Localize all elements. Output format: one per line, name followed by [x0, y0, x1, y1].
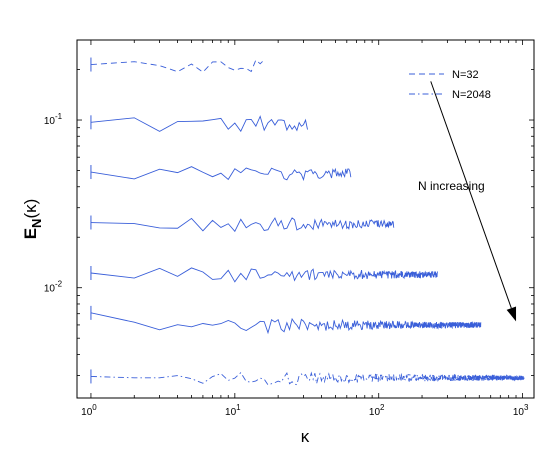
x-tick-label: 100: [81, 403, 97, 418]
legend: N=32 N=2048: [409, 69, 491, 101]
y-axis-label-main: E: [21, 228, 40, 239]
series-line-N512: [90, 267, 438, 283]
x-tick-label: 102: [369, 403, 385, 418]
series-line-N256: [90, 217, 395, 233]
series-layer: [90, 57, 525, 386]
annotation-arrow-head: [506, 306, 517, 322]
annotation-layer: N increasing: [418, 81, 517, 322]
annotation-arrow-shaft: [430, 81, 512, 309]
y-axis-label-sub: N: [29, 219, 44, 228]
series-line-N1024: [90, 312, 482, 335]
y-axis-label: EN(κ): [21, 199, 44, 240]
series-line-N64: [90, 115, 308, 133]
y-axis-label-tail: (κ): [21, 199, 40, 219]
legend-label: N=32: [452, 69, 479, 81]
x-tick-label: 103: [513, 403, 529, 418]
x-tick-label: 101: [225, 403, 241, 418]
series-line-N2048: [90, 371, 525, 386]
series-line-N128: [90, 166, 352, 182]
legend-label: N=2048: [452, 89, 491, 101]
annotation-text: N increasing: [418, 179, 485, 193]
plot-area-frame: [76, 39, 535, 399]
y-tick-label: 10-2: [44, 280, 63, 295]
series-line-N32: [90, 59, 265, 73]
axis-ticks: 100 101 102 103 10-2 10-1: [44, 40, 534, 418]
x-axis-label: κ: [301, 427, 310, 446]
y-tick-label: 10-1: [44, 112, 63, 127]
